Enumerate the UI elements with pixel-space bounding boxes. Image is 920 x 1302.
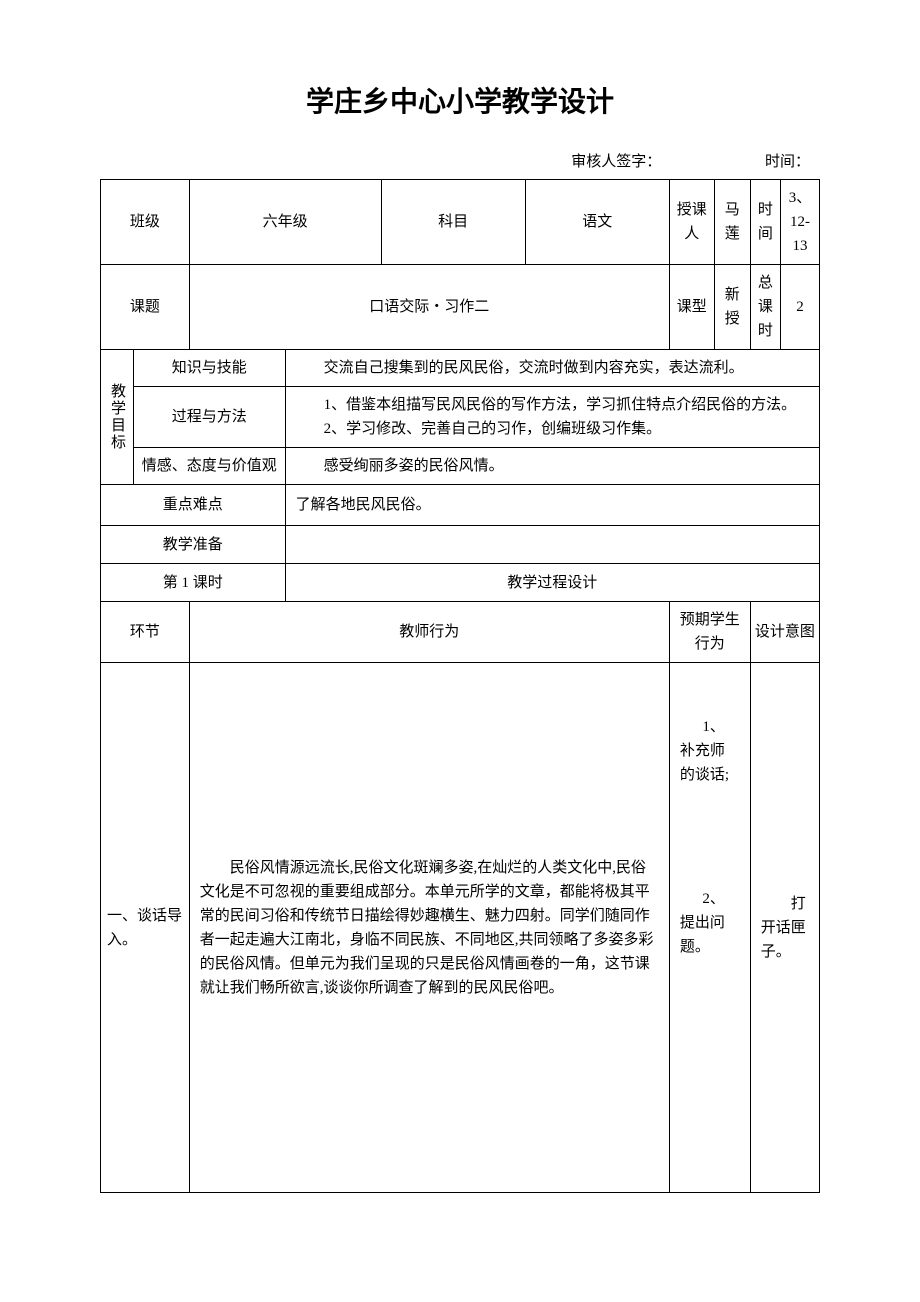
- preparation-value: [285, 526, 819, 564]
- teacher-label: 授课人: [669, 180, 714, 265]
- header-line: 审核人签字： 时间：: [100, 150, 820, 171]
- keypoints-value: 了解各地民风民俗。: [285, 485, 819, 526]
- preparation-row: 教学准备: [101, 526, 820, 564]
- teacher-value: 马莲: [714, 180, 750, 265]
- process-label: 过程与方法: [134, 387, 286, 448]
- topic-label: 课题: [101, 265, 190, 350]
- keypoints-label: 重点难点: [101, 485, 286, 526]
- period-row: 第 1 课时 教学过程设计: [101, 564, 820, 602]
- topic-value: 口语交际・习作二: [189, 265, 669, 350]
- teacher-column: 教师行为: [189, 602, 669, 663]
- reviewer-label: 审核人签字：: [571, 150, 661, 171]
- info-row-2: 课题 口语交际・习作二 课型 新授 总课时 2: [101, 265, 820, 350]
- goals-row-emotion: 情感、态度与价值观 感受绚丽多姿的民俗风情。: [101, 448, 820, 485]
- goals-row-knowledge: 教学目标 知识与技能 交流自己搜集到的民风民俗，交流时做到内容充实，表达流利。: [101, 350, 820, 387]
- emotion-value: 感受绚丽多姿的民俗风情。: [285, 448, 819, 485]
- process-value: 1、借鉴本组描写民风民俗的写作方法，学习抓住特点介绍民俗的方法。 2、学习修改、…: [285, 387, 819, 448]
- preparation-label: 教学准备: [101, 526, 286, 564]
- student-column: 预期学生行为: [669, 602, 750, 663]
- periods-value: 2: [781, 265, 820, 350]
- type-value: 新授: [714, 265, 750, 350]
- time-value: 3、12-13: [781, 180, 820, 265]
- process-design-label: 教学过程设计: [285, 564, 819, 602]
- lesson-plan-table: 班级 六年级 科目 语文 授课人 马莲 时间 3、12-13 课题 口语交际・习…: [100, 179, 820, 1193]
- info-row-1: 班级 六年级 科目 语文 授课人 马莲 时间 3、12-13: [101, 180, 820, 265]
- type-label: 课型: [669, 265, 714, 350]
- knowledge-value: 交流自己搜集到的民风民俗，交流时做到内容充实，表达流利。: [285, 350, 819, 387]
- document-title: 学庄乡中心小学教学设计: [100, 80, 820, 120]
- period-label: 第 1 课时: [101, 564, 286, 602]
- keypoints-row: 重点难点 了解各地民风民俗。: [101, 485, 820, 526]
- phase-1-intent: 打开话匣子。: [750, 663, 819, 1193]
- knowledge-label: 知识与技能: [134, 350, 286, 387]
- student-item-2: 2、提出问题。: [680, 887, 740, 959]
- student-item-1: 1、补充师的谈话;: [680, 715, 740, 787]
- phase-1-teacher: 民俗风情源远流长,民俗文化斑斓多姿,在灿烂的人类文化中,民俗文化是不可忽视的重要…: [189, 663, 669, 1193]
- time-label: 时间：: [765, 150, 810, 171]
- columns-header-row: 环节 教师行为 预期学生行为 设计意图: [101, 602, 820, 663]
- goals-label: 教学目标: [101, 350, 134, 485]
- subject-value: 语文: [525, 180, 669, 265]
- class-value: 六年级: [189, 180, 381, 265]
- phase-1-student: 1、补充师的谈话; 2、提出问题。: [669, 663, 750, 1193]
- emotion-label: 情感、态度与价值观: [134, 448, 286, 485]
- time-label-cell: 时间: [750, 180, 780, 265]
- intent-column: 设计意图: [750, 602, 819, 663]
- periods-label: 总课时: [750, 265, 780, 350]
- subject-label: 科目: [381, 180, 525, 265]
- phase-column: 环节: [101, 602, 190, 663]
- class-label: 班级: [101, 180, 190, 265]
- goals-row-process: 过程与方法 1、借鉴本组描写民风民俗的写作方法，学习抓住特点介绍民俗的方法。 2…: [101, 387, 820, 448]
- phase-1-row: 一、谈话导入。 民俗风情源远流长,民俗文化斑斓多姿,在灿烂的人类文化中,民俗文化…: [101, 663, 820, 1193]
- phase-1-name: 一、谈话导入。: [101, 663, 190, 1193]
